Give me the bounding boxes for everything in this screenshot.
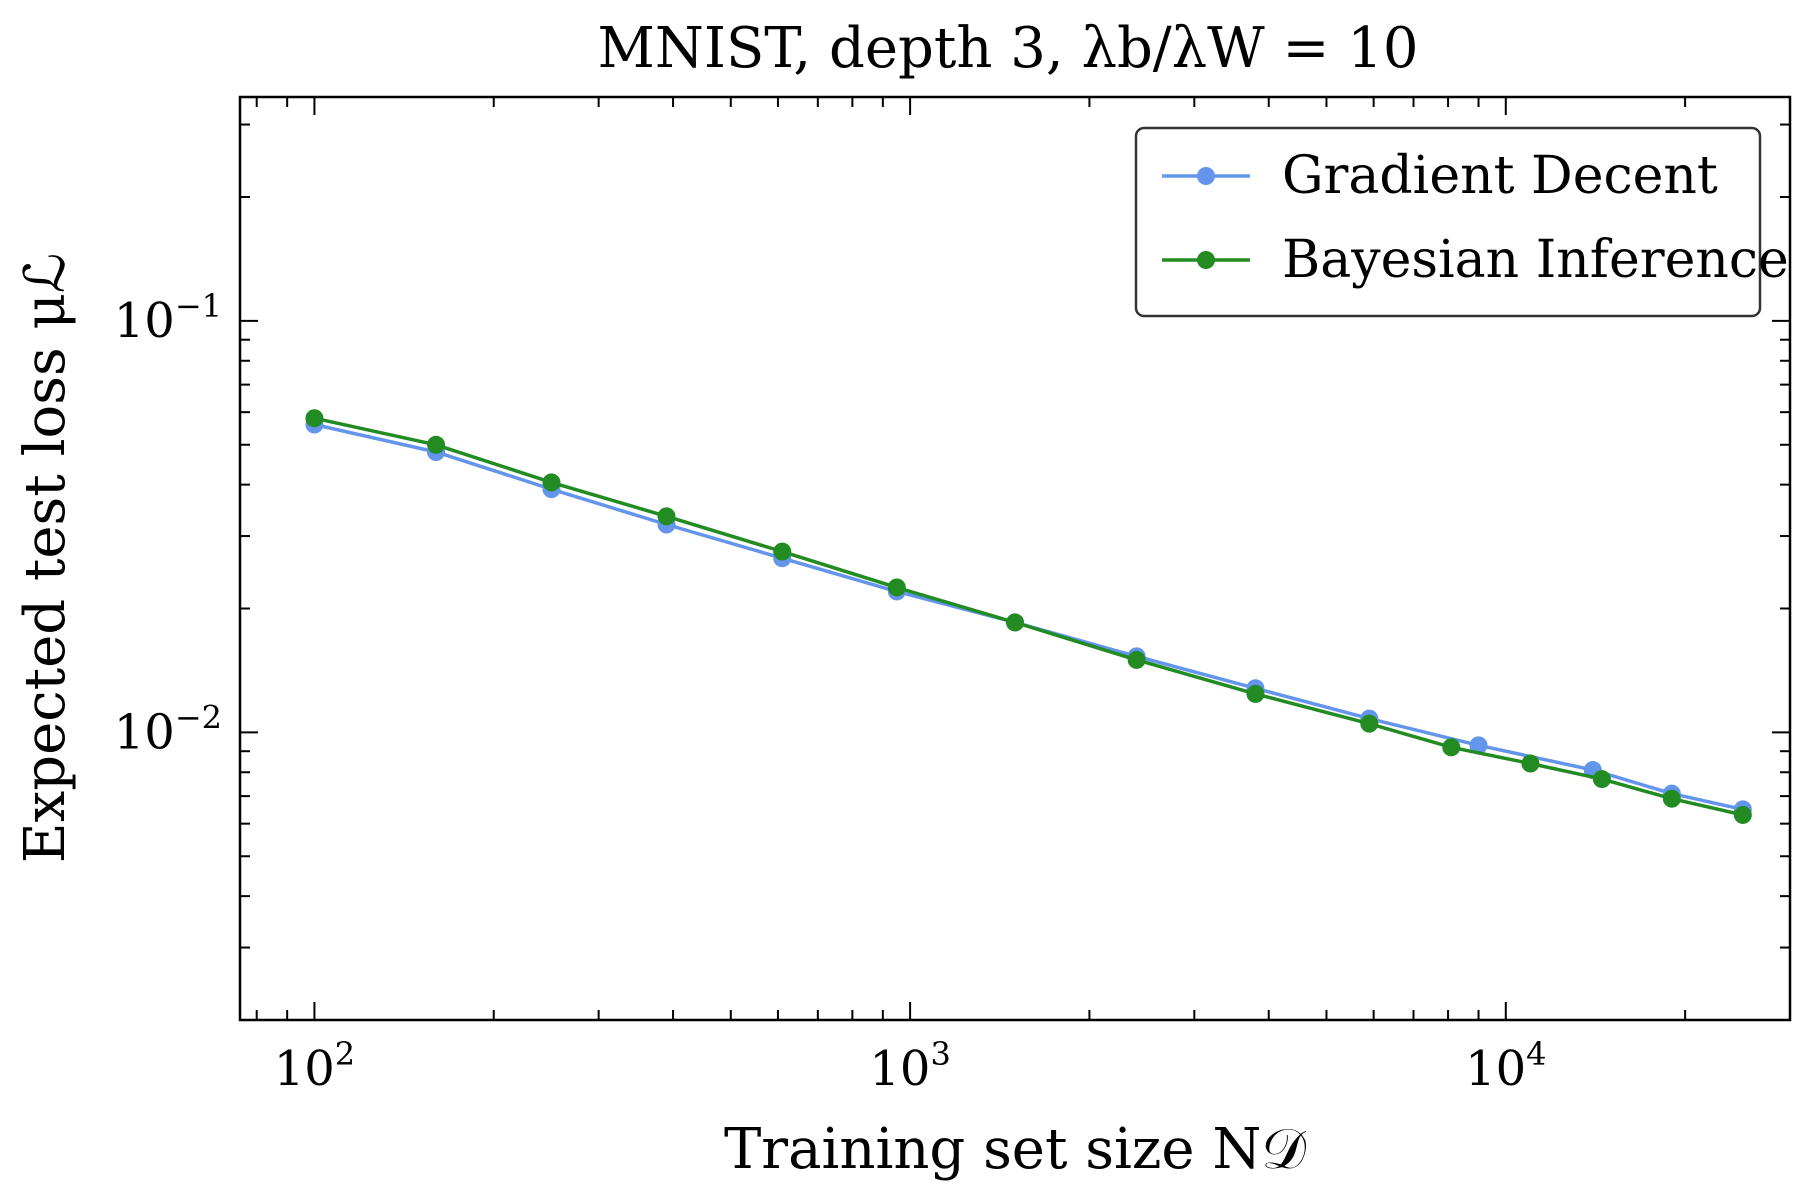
y-axis-label: Expected test loss μℒ [13,253,78,863]
x-tick-label-exponent: 4 [1526,1035,1546,1073]
data-point [1006,613,1024,632]
data-point [1469,736,1488,755]
y-tick-label: 10−1 [114,287,222,349]
x-axis-label: Training set size N𝒟 [724,1117,1306,1182]
legend-label: Bayesian Inference [1282,230,1789,290]
data-point [1592,770,1611,789]
legend-marker [1197,167,1215,185]
plot-frame [238,95,1792,1022]
data-point [542,473,561,492]
legend: Gradient Decent Bayesian Inference [1134,126,1789,318]
y-tick-label: 10−2 [114,698,222,760]
data-point [657,507,676,526]
x-tick-label-base: 10 [274,1041,335,1097]
x-tick-label: 102 [274,1035,355,1097]
data-point [1733,805,1752,824]
series-layer [305,409,1752,824]
series-line [314,422,1744,812]
data-point [1360,714,1379,733]
x-tick-label-base: 10 [869,1041,930,1097]
data-point [1662,789,1681,808]
data-point [427,435,446,454]
x-tick-label-exponent: 2 [335,1035,355,1073]
x-tick-label-exponent: 3 [930,1035,950,1073]
legend-box [1134,126,1762,318]
y-tick-label-exponent: −1 [175,287,222,325]
y-tick-label-base: 10 [114,293,175,349]
legend-marker [1197,251,1215,269]
legend-label: Gradient Decent [1282,146,1718,206]
x-tick-label-base: 10 [1465,1041,1526,1097]
y-tick-label-exponent: −2 [175,698,222,736]
data-point [1127,650,1146,669]
chart-title: MNIST, depth 3, λb/λW = 10 [597,16,1418,81]
data-point [1521,754,1540,773]
x-tick-label: 103 [869,1035,950,1097]
data-point [1246,684,1265,703]
data-point [305,409,324,428]
x-tick-label: 104 [1465,1035,1546,1097]
data-point [773,542,792,561]
series-bayesian-inference [305,409,1752,824]
y-tick-label-base: 10 [114,704,175,760]
data-point [1442,738,1461,757]
data-point [887,578,906,597]
